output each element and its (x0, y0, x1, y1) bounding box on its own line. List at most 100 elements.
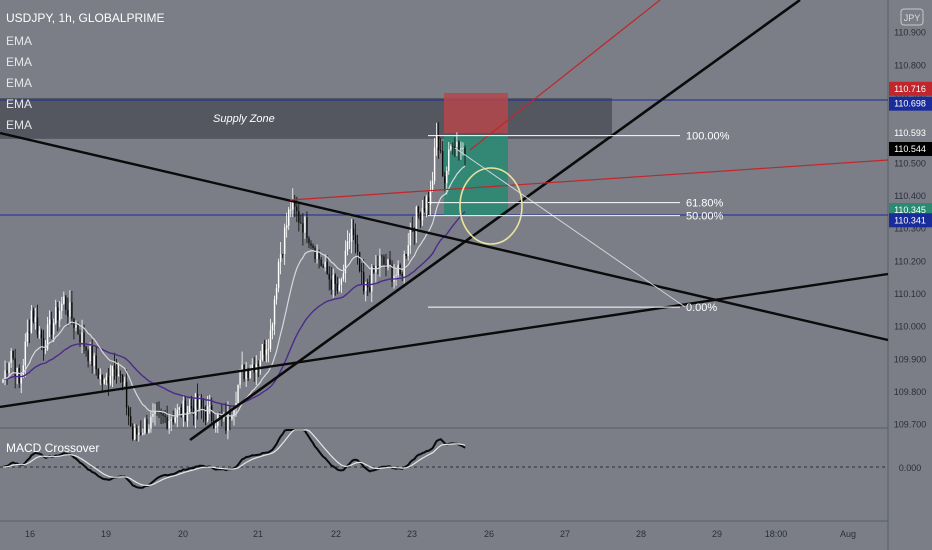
price-tick-label: 109.700 (894, 420, 927, 430)
candle (360, 271, 363, 273)
candle (28, 331, 31, 333)
candle (383, 256, 385, 265)
candle (162, 413, 164, 416)
candle (439, 150, 442, 152)
candle (316, 250, 318, 260)
indicator-label-ema[interactable]: EMA (6, 76, 32, 90)
candle (277, 261, 280, 289)
candle (324, 261, 326, 267)
candle (460, 148, 462, 150)
time-tick-label: 19 (101, 529, 111, 539)
candle (427, 197, 430, 205)
candle (178, 407, 181, 410)
candle (352, 228, 355, 235)
candle (202, 407, 205, 412)
candle (405, 254, 407, 256)
stop-loss-zone[interactable] (444, 93, 508, 133)
candle (287, 209, 290, 226)
candle (91, 346, 93, 367)
indicator-label-ema[interactable]: EMA (6, 118, 32, 132)
candle (119, 374, 122, 376)
candle (61, 303, 63, 311)
candle (381, 255, 383, 257)
candle (83, 332, 85, 347)
macd-signal-line (2, 429, 466, 486)
price-tick-label: 110.400 (894, 191, 926, 201)
candle (257, 364, 260, 366)
candle (85, 346, 87, 351)
ema-slow (2, 211, 466, 407)
candle (320, 259, 322, 266)
candle (22, 365, 24, 376)
candle (229, 410, 231, 420)
candle (131, 426, 134, 440)
price-tick-label: 110.500 (894, 158, 926, 168)
candle (431, 180, 434, 191)
fib-level-label: 50.00% (686, 211, 724, 223)
candle (227, 410, 229, 431)
rising-trendline[interactable] (0, 272, 889, 409)
candle (283, 227, 286, 255)
candle (263, 344, 266, 355)
candle (312, 245, 314, 248)
red-channel-line[interactable] (289, 159, 889, 201)
candle (152, 413, 154, 417)
indicator-label-ema[interactable]: EMA (6, 97, 32, 111)
fib-level-label: 0.00% (686, 302, 717, 314)
candle (54, 307, 57, 324)
candle (57, 307, 59, 321)
candle (243, 364, 245, 379)
symbol-title[interactable]: USDJPY, 1h, GLOBALPRIME (6, 11, 165, 25)
candle (389, 259, 391, 265)
candle (369, 287, 371, 292)
candle (71, 302, 73, 319)
supply-zone[interactable] (0, 98, 612, 139)
price-tick-label: 110.800 (894, 60, 926, 70)
fibonacci-retracement[interactable]: 100.00% 61.80%50.00% 0.00% (428, 131, 730, 315)
candle (20, 375, 22, 384)
time-tick-label: Aug (840, 529, 856, 539)
supply-zone-label: Supply Zone (213, 113, 275, 125)
candle (415, 206, 418, 233)
candle (36, 317, 39, 335)
candle (113, 365, 116, 369)
candle (437, 134, 440, 151)
candle (336, 283, 339, 291)
candle (50, 319, 53, 335)
time-tick-label: 28 (636, 529, 646, 539)
red-projection-line[interactable] (469, 0, 661, 151)
take-profit-zone[interactable] (444, 136, 508, 215)
candle (371, 266, 373, 292)
currency-button[interactable] (900, 8, 924, 26)
time-axis[interactable]: 16 19 20 21 22 23 26 27 28 29 18:00 Aug (25, 529, 856, 539)
candle (362, 271, 365, 291)
candle (30, 310, 33, 333)
steep-trendline[interactable] (189, 0, 801, 442)
candle (304, 217, 306, 233)
candle (271, 324, 274, 331)
highlight-circle[interactable] (459, 167, 523, 245)
indicator-list: EMA EMA EMA EMA EMA (6, 34, 32, 132)
time-tick-label: 22 (331, 529, 341, 539)
ema-fast (2, 165, 466, 417)
candle (340, 279, 343, 285)
time-tick-label: 26 (484, 529, 494, 539)
descending-trendline[interactable] (0, 131, 889, 342)
candle (121, 374, 124, 383)
candle (190, 406, 193, 409)
macd-line (2, 429, 466, 489)
indicator-label-ema[interactable]: EMA (6, 34, 32, 48)
candle (67, 309, 69, 317)
candle (101, 374, 104, 384)
price-tag-label: 110.698 (894, 99, 926, 109)
candle (330, 279, 332, 290)
indicator-label-ema[interactable]: EMA (6, 55, 32, 69)
candle (73, 318, 75, 328)
candle (364, 282, 367, 291)
fib-level-label: 100.00% (686, 131, 730, 143)
macd-zero-label: 0.000 (899, 463, 922, 473)
candle (395, 275, 397, 276)
macd-title: MACD Crossover (6, 441, 99, 455)
candle (69, 302, 71, 317)
